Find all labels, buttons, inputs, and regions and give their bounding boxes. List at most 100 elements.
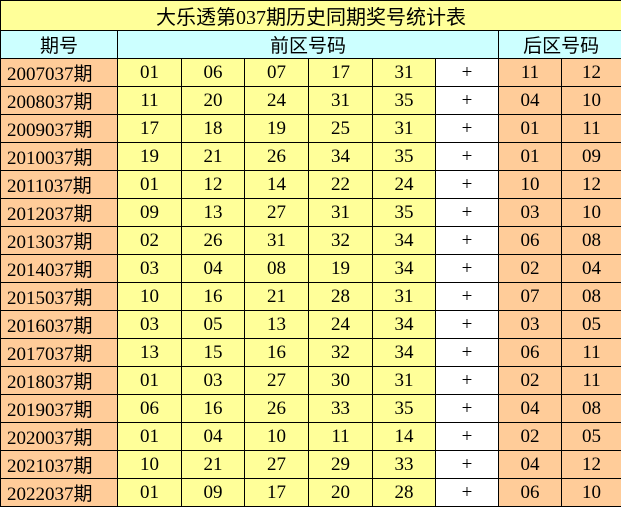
separator-cell: + — [436, 423, 499, 451]
back-number-cell: 01 — [499, 115, 562, 143]
front-number-cell: 01 — [118, 59, 182, 87]
front-number-cell: 08 — [245, 255, 309, 283]
front-number-cell: 34 — [373, 339, 436, 367]
front-number-cell: 32 — [309, 339, 373, 367]
period-cell: 2012037期 — [1, 199, 118, 227]
back-number-cell: 12 — [562, 171, 621, 199]
back-number-cell: 08 — [562, 227, 621, 255]
front-number-cell: 04 — [182, 255, 245, 283]
front-number-cell: 27 — [245, 367, 309, 395]
period-cell: 2008037期 — [1, 87, 118, 115]
front-number-cell: 29 — [309, 451, 373, 479]
front-number-cell: 01 — [118, 367, 182, 395]
separator-cell: + — [436, 171, 499, 199]
front-number-cell: 13 — [245, 311, 309, 339]
front-number-cell: 02 — [118, 227, 182, 255]
front-number-cell: 21 — [182, 143, 245, 171]
period-cell: 2014037期 — [1, 255, 118, 283]
back-number-cell: 12 — [562, 451, 621, 479]
front-number-cell: 35 — [373, 87, 436, 115]
front-number-cell: 26 — [245, 143, 309, 171]
front-number-cell: 26 — [245, 395, 309, 423]
front-number-cell: 34 — [309, 143, 373, 171]
front-number-cell: 14 — [245, 171, 309, 199]
separator-cell: + — [436, 395, 499, 423]
front-number-cell: 09 — [118, 199, 182, 227]
front-number-cell: 28 — [309, 283, 373, 311]
front-number-cell: 27 — [245, 199, 309, 227]
front-number-cell: 06 — [182, 59, 245, 87]
period-cell: 2009037期 — [1, 115, 118, 143]
front-number-cell: 19 — [309, 255, 373, 283]
front-number-cell: 21 — [182, 451, 245, 479]
back-number-cell: 12 — [562, 59, 621, 87]
back-number-cell: 10 — [562, 87, 621, 115]
front-number-cell: 05 — [182, 311, 245, 339]
back-number-cell: 06 — [499, 227, 562, 255]
front-number-cell: 13 — [182, 199, 245, 227]
front-number-cell: 16 — [245, 339, 309, 367]
table-title: 大乐透第037期历史同期奖号统计表 — [1, 1, 621, 31]
period-cell: 2010037期 — [1, 143, 118, 171]
back-number-cell: 11 — [499, 59, 562, 87]
separator-cell: + — [436, 311, 499, 339]
front-number-cell: 10 — [118, 283, 182, 311]
front-number-cell: 24 — [373, 171, 436, 199]
separator-cell: + — [436, 479, 499, 507]
front-number-cell: 35 — [373, 143, 436, 171]
separator-cell: + — [436, 451, 499, 479]
front-number-cell: 09 — [182, 479, 245, 507]
front-number-cell: 24 — [245, 87, 309, 115]
back-number-cell: 03 — [499, 199, 562, 227]
separator-cell: + — [436, 283, 499, 311]
front-number-cell: 01 — [118, 423, 182, 451]
separator-cell: + — [436, 143, 499, 171]
back-number-cell: 01 — [499, 143, 562, 171]
front-number-cell: 06 — [118, 395, 182, 423]
front-number-cell: 33 — [373, 451, 436, 479]
front-number-cell: 13 — [118, 339, 182, 367]
front-number-cell: 16 — [182, 283, 245, 311]
separator-cell: + — [436, 367, 499, 395]
front-number-cell: 22 — [309, 171, 373, 199]
front-number-cell: 25 — [309, 115, 373, 143]
front-number-cell: 04 — [182, 423, 245, 451]
front-number-cell: 27 — [245, 451, 309, 479]
front-number-cell: 17 — [309, 59, 373, 87]
back-number-cell: 08 — [562, 283, 621, 311]
period-cell: 2021037期 — [1, 451, 118, 479]
back-number-cell: 02 — [499, 423, 562, 451]
front-number-cell: 19 — [118, 143, 182, 171]
back-number-cell: 10 — [562, 199, 621, 227]
front-number-cell: 21 — [245, 283, 309, 311]
period-cell: 2011037期 — [1, 171, 118, 199]
front-number-cell: 24 — [309, 311, 373, 339]
period-cell: 2015037期 — [1, 283, 118, 311]
title-row: 大乐透第037期历史同期奖号统计表 — [1, 1, 621, 31]
front-number-cell: 31 — [309, 87, 373, 115]
back-number-cell: 06 — [499, 339, 562, 367]
front-number-cell: 11 — [309, 423, 373, 451]
back-number-cell: 05 — [562, 423, 621, 451]
front-number-cell: 15 — [182, 339, 245, 367]
front-number-cell: 03 — [118, 255, 182, 283]
front-number-cell: 30 — [309, 367, 373, 395]
back-number-cell: 03 — [499, 311, 562, 339]
back-number-cell: 10 — [562, 479, 621, 507]
front-number-cell: 20 — [182, 87, 245, 115]
front-number-cell: 10 — [118, 451, 182, 479]
front-number-cell: 34 — [373, 311, 436, 339]
back-number-cell: 08 — [562, 395, 621, 423]
period-cell: 2019037期 — [1, 395, 118, 423]
front-number-cell: 31 — [245, 227, 309, 255]
period-cell: 2017037期 — [1, 339, 118, 367]
